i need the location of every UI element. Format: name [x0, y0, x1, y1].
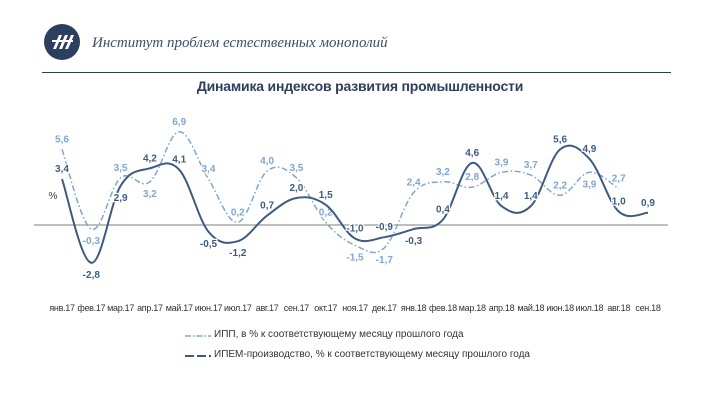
x-tick-label: авг.18 [607, 303, 630, 313]
data-label-ipp: 0,2 [231, 207, 245, 218]
data-label-ipem: -0,5 [200, 239, 218, 250]
data-label-ipem: 5,6 [553, 134, 567, 145]
x-tick-label: мар.17 [107, 303, 134, 313]
x-tick-label: июн.18 [546, 303, 574, 313]
data-label-ipem: 1,0 [612, 197, 626, 208]
x-tick-label: авг.17 [256, 303, 279, 313]
data-label-ipp: 4,0 [260, 156, 274, 167]
x-tick-label: сен.17 [284, 303, 309, 313]
series-line-ipp [61, 131, 620, 254]
data-label-ipem: 2,0 [289, 183, 303, 194]
data-label-ipem: 2,9 [114, 193, 128, 204]
iprem-logo-icon [44, 24, 80, 60]
series-line-ipem [61, 144, 649, 264]
data-label-ipp: -1,5 [346, 252, 364, 263]
data-label-ipp: 3,5 [114, 163, 128, 174]
data-label-ipp: 2,8 [465, 172, 479, 183]
header-divider [42, 72, 671, 73]
chart-title: Динамика индексов развития промышленност… [196, 78, 524, 94]
data-label-ipp: 3,9 [582, 179, 596, 190]
data-label-ipem: -1,2 [229, 248, 247, 259]
data-label-ipem: 4,6 [465, 148, 479, 159]
data-label-ipp: -0,3 [83, 236, 101, 247]
x-tick-label: дек.17 [372, 303, 397, 313]
data-label-ipem: 1,4 [524, 191, 538, 202]
data-label-ipp: 6,9 [172, 117, 186, 128]
data-label-ipem: 0,9 [641, 198, 655, 209]
x-tick-label: янв.17 [49, 303, 75, 313]
y-axis-label: % [49, 191, 58, 202]
data-label-ipem: 4,9 [582, 144, 596, 155]
data-label-ipp: 2,2 [553, 180, 567, 191]
data-label-ipem: 1,5 [319, 190, 333, 201]
data-label-ipp: 3,4 [202, 164, 216, 175]
data-label-ipp: 3,2 [436, 167, 450, 178]
legend-item-ipem: ИПЕМ-производство, % к соответствующему … [185, 347, 605, 367]
x-tick-label: июл.18 [576, 303, 604, 313]
header: Институт проблем естественных монополий [0, 0, 720, 75]
data-label-ipem: -1,0 [346, 224, 364, 235]
x-tick-label: апр.17 [137, 303, 163, 313]
data-label-ipp: 2,4 [407, 178, 421, 189]
legend-label-ipem: ИПЕМ-производство, % к соответствующему … [214, 349, 530, 360]
legend-swatch-ipp [185, 335, 211, 337]
data-label-ipem: -0,9 [376, 222, 394, 233]
x-tick-label: окт.17 [314, 303, 337, 313]
data-label-ipem: 4,1 [172, 155, 186, 166]
x-tick-label: янв.18 [401, 303, 427, 313]
x-tick-label: июн.17 [195, 303, 223, 313]
data-label-ipem: -0,3 [405, 236, 423, 247]
x-tick-label: ноя.17 [342, 303, 368, 313]
x-tick-label: май.18 [517, 303, 544, 313]
x-tick-label: фев.18 [429, 303, 457, 313]
data-label-ipp: 3,5 [289, 163, 303, 174]
x-tick-label: апр.18 [489, 303, 515, 313]
data-label-ipem: -2,8 [83, 270, 101, 281]
org-name: Институт проблем естественных монополий [92, 35, 388, 51]
x-tick-label: фев.17 [77, 303, 105, 313]
data-label-ipem: 3,4 [55, 164, 69, 175]
data-label-ipem: 1,4 [495, 191, 509, 202]
x-tick-label: сен.18 [635, 303, 660, 313]
data-label-ipp: 3,9 [495, 157, 509, 168]
data-label-ipp: 3,7 [524, 160, 538, 171]
data-label-ipem: 0,4 [436, 205, 450, 216]
data-label-ipp: 3,2 [143, 189, 157, 200]
legend-swatch-ipem [185, 355, 211, 357]
data-label-ipp: 2,7 [612, 174, 626, 185]
chart-legend: ИПП, в % к соответствующему месяцу прошл… [185, 327, 605, 367]
legend-label-ipp: ИПП, в % к соответствующему месяцу прошл… [214, 329, 464, 340]
x-tick-label: мар.18 [459, 303, 486, 313]
legend-item-ipp: ИПП, в % к соответствующему месяцу прошл… [185, 327, 605, 347]
data-label-ipem: 4,2 [143, 153, 157, 164]
x-tick-label: июл.17 [224, 303, 252, 313]
data-label-ipp: 5,6 [55, 134, 69, 145]
data-label-ipem: 0,7 [260, 201, 274, 212]
data-label-ipp: -1,7 [376, 255, 394, 266]
x-tick-label: май.17 [166, 303, 193, 313]
